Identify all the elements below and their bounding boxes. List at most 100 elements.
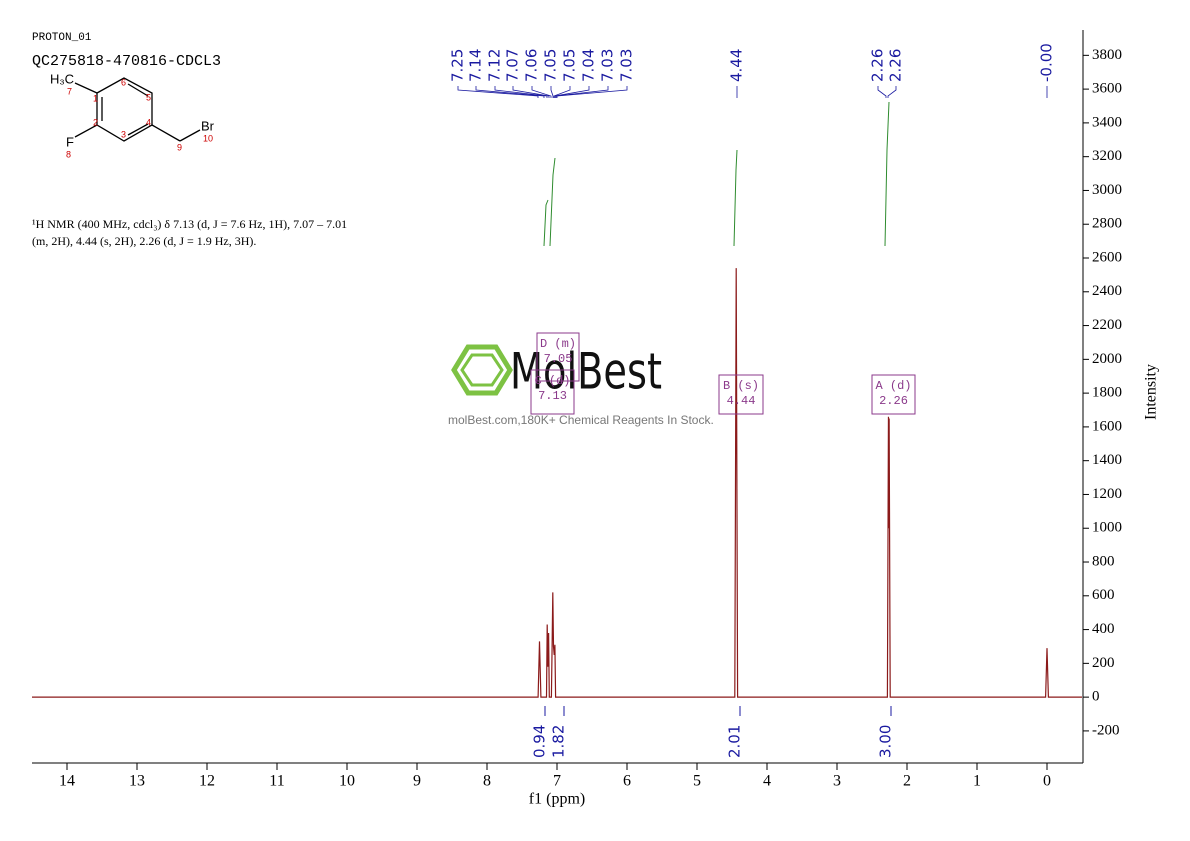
molecule-labels: H₃C 7 1 6 5 4 2 3 F 8 9 Br 10 bbox=[50, 71, 215, 159]
x-tick-label: 4 bbox=[763, 773, 771, 790]
peak-label: 7.05 bbox=[561, 49, 579, 82]
y-tick-label: 2600 bbox=[1092, 249, 1122, 265]
x-tick-label: 13 bbox=[129, 773, 145, 790]
atom-label: H₃C bbox=[50, 71, 74, 86]
y-tick-label: 3000 bbox=[1092, 182, 1122, 198]
peak-connector bbox=[531, 86, 552, 98]
spectrum bbox=[32, 268, 1082, 698]
x-tick-label: 9 bbox=[413, 773, 421, 790]
x-axis-label: f1 (ppm) bbox=[529, 791, 585, 808]
x-tick-label: 12 bbox=[199, 773, 215, 790]
peak-label: 2.26 bbox=[869, 49, 887, 82]
multiplet-label: B (s) bbox=[723, 379, 759, 393]
x-tick-label: 14 bbox=[59, 773, 75, 790]
x-tick-label: 0 bbox=[1043, 773, 1051, 790]
integral-curves bbox=[543, 101, 890, 247]
y-tick-label: -200 bbox=[1092, 722, 1120, 738]
peak-connector bbox=[887, 86, 897, 98]
peak-label: 4.44 bbox=[728, 49, 746, 82]
y-tick-label: 3600 bbox=[1092, 81, 1122, 97]
atom-number: 5 bbox=[146, 92, 151, 102]
peak-connector bbox=[457, 86, 539, 98]
x-tick-label: 5 bbox=[693, 773, 701, 790]
x-tick-label: 7 bbox=[553, 773, 561, 790]
x-tick-label: 10 bbox=[339, 773, 355, 790]
peak-label: 7.25 bbox=[449, 49, 467, 82]
peak-connector bbox=[494, 86, 548, 98]
x-tick-label: 6 bbox=[623, 773, 631, 790]
multiplet-label: 7.05 bbox=[544, 352, 573, 366]
peak-label: 7.14 bbox=[467, 49, 485, 82]
y-axis-label: Intensity bbox=[1143, 364, 1160, 420]
y-tick-label: 0 bbox=[1092, 689, 1100, 705]
peak-connector bbox=[556, 86, 628, 98]
integral-label: 0.94 bbox=[531, 725, 549, 758]
atom-label: Br bbox=[201, 118, 215, 133]
peak-connector bbox=[553, 86, 571, 98]
atom-number: 4 bbox=[146, 117, 151, 127]
y-tick-label: 2000 bbox=[1092, 351, 1122, 367]
atom-number: 3 bbox=[121, 129, 126, 139]
molecule-bonds bbox=[74, 77, 201, 142]
peak-label: 7.07 bbox=[504, 49, 522, 82]
subtitle: QC275818-470816-CDCL3 bbox=[32, 53, 221, 70]
atom-number: 2 bbox=[93, 117, 98, 127]
peak-label: 7.04 bbox=[580, 49, 598, 82]
x-tick-label: 11 bbox=[269, 773, 284, 790]
watermark: MolBest molBest.com,180K+ Chemical Reage… bbox=[448, 343, 714, 428]
peak-label: 2.26 bbox=[887, 49, 905, 82]
y-tick-label: 3800 bbox=[1092, 47, 1122, 63]
peak-connector bbox=[550, 86, 554, 98]
description: (m, 2H), 4.44 (s, 2H), 2.26 (d, J = 1.9 … bbox=[32, 234, 256, 248]
multiplet-box bbox=[718, 374, 764, 415]
peak-connector bbox=[475, 86, 545, 98]
multiplet-label: A (d) bbox=[875, 379, 911, 393]
integral-label: 3.00 bbox=[877, 725, 895, 758]
y-tick-label: 2400 bbox=[1092, 283, 1122, 299]
atom-number: 8 bbox=[66, 149, 71, 159]
multiplet-box bbox=[871, 374, 916, 415]
y-tick-label: 1200 bbox=[1092, 486, 1122, 502]
peak-connector bbox=[555, 86, 609, 98]
watermark-text: MolBest bbox=[510, 343, 662, 401]
peak-connector bbox=[512, 86, 550, 98]
y-tick-label: 200 bbox=[1092, 655, 1115, 671]
y-tick-label: 1400 bbox=[1092, 452, 1122, 468]
multiplet-box bbox=[530, 369, 575, 415]
y-tick-label: 3400 bbox=[1092, 114, 1122, 130]
atom-label: F bbox=[66, 134, 74, 149]
x-tick-label: 3 bbox=[833, 773, 841, 790]
peak-label: 7.12 bbox=[486, 49, 504, 82]
atom-number: 7 bbox=[67, 86, 72, 96]
y-tick-label: 1600 bbox=[1092, 418, 1122, 434]
peak-label: 7.03 bbox=[618, 49, 636, 82]
watermark-logo bbox=[451, 344, 513, 396]
y-tick-label: 400 bbox=[1092, 621, 1115, 637]
y-tick-label: 800 bbox=[1092, 553, 1115, 569]
y-tick-label: 1000 bbox=[1092, 520, 1122, 536]
integral-label: 2.01 bbox=[726, 725, 744, 758]
atom-number: 10 bbox=[203, 133, 213, 143]
y-tick-label: 2800 bbox=[1092, 216, 1122, 232]
peak-label: 7.05 bbox=[542, 49, 560, 82]
x-tick-label: 1 bbox=[973, 773, 981, 790]
multiplet-box bbox=[536, 332, 580, 382]
multiplet-label: 2.26 bbox=[879, 394, 908, 408]
atom-number: 9 bbox=[177, 142, 182, 152]
peak-label: -0.00 bbox=[1038, 43, 1056, 82]
multiplet-label: 7.13 bbox=[538, 389, 567, 403]
x-tick-label: 8 bbox=[483, 773, 491, 790]
watermark-logo bbox=[460, 353, 504, 387]
atom-number: 1 bbox=[93, 93, 98, 103]
peak-label: 7.03 bbox=[599, 49, 617, 82]
y-tick-label: 2200 bbox=[1092, 317, 1122, 333]
y-tick-label: 3200 bbox=[1092, 148, 1122, 164]
integral-label: 1.82 bbox=[550, 725, 568, 758]
peak-connector bbox=[554, 86, 590, 98]
title: PROTON_01 bbox=[32, 32, 92, 44]
peak-label: 7.06 bbox=[523, 49, 541, 82]
watermark-caption: molBest.com,180K+ Chemical Reagents In S… bbox=[448, 413, 714, 427]
atom-number: 6 bbox=[121, 77, 126, 87]
